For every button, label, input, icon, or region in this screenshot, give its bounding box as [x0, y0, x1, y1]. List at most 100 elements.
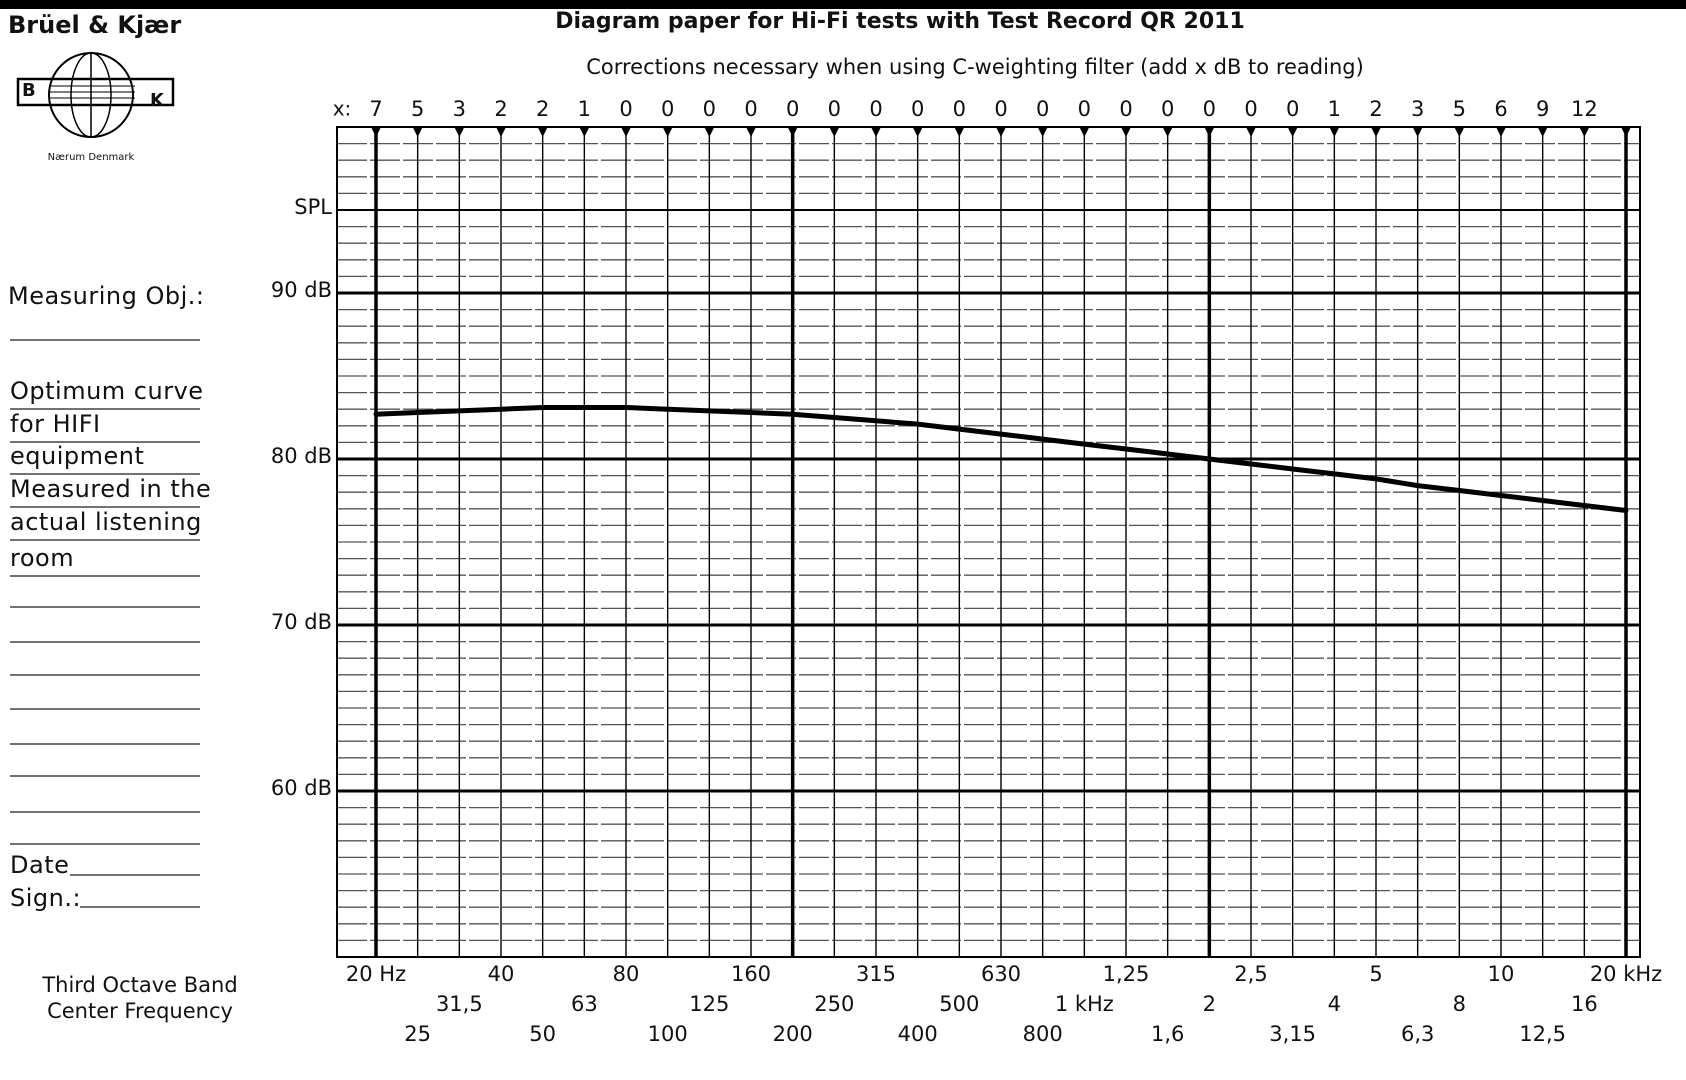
x-tick-label: 25 — [404, 1022, 431, 1046]
correction-value: 2 — [1369, 97, 1382, 121]
column-marker — [1287, 127, 1298, 137]
form-note: Optimum curve — [10, 377, 204, 405]
column-marker — [496, 127, 506, 137]
form-note: equipment — [10, 442, 144, 470]
column-marker — [1537, 127, 1548, 137]
column-marker — [662, 127, 673, 137]
x-axis-label: Third Octave Band — [41, 973, 237, 997]
logo-letter: K — [150, 90, 165, 111]
correction-value: 3 — [1411, 97, 1424, 121]
form: Measuring Obj.: Date Sign.: Optimum curv… — [8, 282, 211, 912]
correction-value: 0 — [1078, 97, 1091, 121]
correction-value: 2 — [494, 97, 507, 121]
x-tick-label: 4 — [1328, 992, 1341, 1016]
column-marker — [621, 127, 631, 137]
correction-value: 0 — [1036, 97, 1049, 121]
x-tick-label: 6,3 — [1401, 1022, 1434, 1046]
column-marker — [1579, 127, 1590, 137]
correction-value: 1 — [578, 97, 591, 121]
x-tick-label: 2,5 — [1234, 962, 1267, 986]
correction-value: 0 — [1244, 97, 1257, 121]
y-tick-label: 70 dB — [271, 610, 332, 634]
brand: Brüel & Kjær — [8, 11, 181, 39]
correction-value: 0 — [869, 97, 882, 121]
column-marker — [1371, 127, 1381, 137]
y-axis-label: SPL — [294, 195, 332, 219]
x-tick-label: 160 — [731, 962, 771, 986]
optimum-curve — [373, 405, 1629, 513]
x-tick-label: 20 kHz — [1590, 962, 1662, 986]
column-marker — [829, 127, 840, 137]
plot-frame — [336, 126, 1641, 958]
column-marker — [1204, 127, 1215, 137]
column-marker — [579, 127, 590, 137]
column-marker — [1454, 127, 1465, 137]
y-tick-label: 80 dB — [271, 444, 332, 468]
form-field: Date — [10, 851, 69, 879]
column-marker — [1329, 127, 1340, 137]
x-tick-label: 40 — [488, 962, 515, 986]
x-tick-label: 250 — [814, 992, 854, 1016]
chart-subtitle: Corrections necessary when using C-weigh… — [586, 55, 1364, 79]
form-note: room — [10, 544, 74, 572]
column-marker — [371, 127, 381, 137]
column-marker — [787, 127, 798, 137]
correction-value: 0 — [619, 97, 632, 121]
correction-value: 5 — [1453, 97, 1466, 121]
column-marker — [537, 127, 548, 137]
correction-value: 0 — [953, 97, 966, 121]
x-tick-label: 50 — [529, 1022, 556, 1046]
column-marker — [454, 127, 465, 137]
x-tick-label: 2 — [1203, 992, 1216, 1016]
correction-value: 3 — [453, 97, 466, 121]
logo: B K — [16, 52, 175, 138]
correction-value: 5 — [411, 97, 424, 121]
x-tick-label: 80 — [613, 962, 640, 986]
x-tick-label: 12,5 — [1519, 1022, 1566, 1046]
correction-value: 0 — [703, 97, 716, 121]
column-marker — [1246, 127, 1256, 137]
location: Nærum Denmark — [48, 152, 135, 163]
x-tick-label: 315 — [856, 962, 896, 986]
correction-value: 0 — [1203, 97, 1216, 121]
chart-title: Diagram paper for Hi-Fi tests with Test … — [555, 9, 1245, 34]
form-note: for HIFI — [10, 410, 101, 438]
correction-value: 0 — [994, 97, 1007, 121]
x-tick-label: 1,6 — [1151, 1022, 1184, 1046]
column-marker — [1162, 127, 1173, 137]
x-tick-label: 200 — [773, 1022, 813, 1046]
form-field: Sign.: — [10, 884, 81, 912]
correction-value: 7 — [369, 97, 382, 121]
logo-letter: B — [22, 80, 36, 101]
x-tick-label: 125 — [689, 992, 729, 1016]
correction-value: 1 — [1328, 97, 1341, 121]
x-tick-label: 31,5 — [436, 992, 483, 1016]
column-marker — [1412, 127, 1423, 137]
form-note: actual listening — [10, 508, 202, 536]
x-tick-label: 400 — [898, 1022, 938, 1046]
top-border — [0, 0, 1686, 9]
y-tick-label: 90 dB — [271, 278, 332, 302]
correction-value: 0 — [1119, 97, 1132, 121]
x-axis-label: Center Frequency — [47, 999, 233, 1023]
x-tick-label: 100 — [648, 1022, 688, 1046]
correction-value: 12 — [1571, 97, 1598, 121]
column-marker — [871, 127, 881, 137]
column-marker — [954, 127, 965, 137]
correction-value: 0 — [661, 97, 674, 121]
correction-value: 2 — [536, 97, 549, 121]
correction-value: 0 — [1161, 97, 1174, 121]
correction-value: 6 — [1494, 97, 1507, 121]
column-marker — [1037, 127, 1048, 137]
x-tick-label: 1 kHz — [1055, 992, 1114, 1016]
correction-value: 0 — [828, 97, 841, 121]
column-marker — [1496, 127, 1506, 137]
x-tick-label: 500 — [939, 992, 979, 1016]
x-tick-label: 3,15 — [1269, 1022, 1316, 1046]
correction-value: 0 — [911, 97, 924, 121]
x-tick-label: 630 — [981, 962, 1021, 986]
column-marker — [1079, 127, 1090, 137]
x-tick-label: 8 — [1453, 992, 1466, 1016]
